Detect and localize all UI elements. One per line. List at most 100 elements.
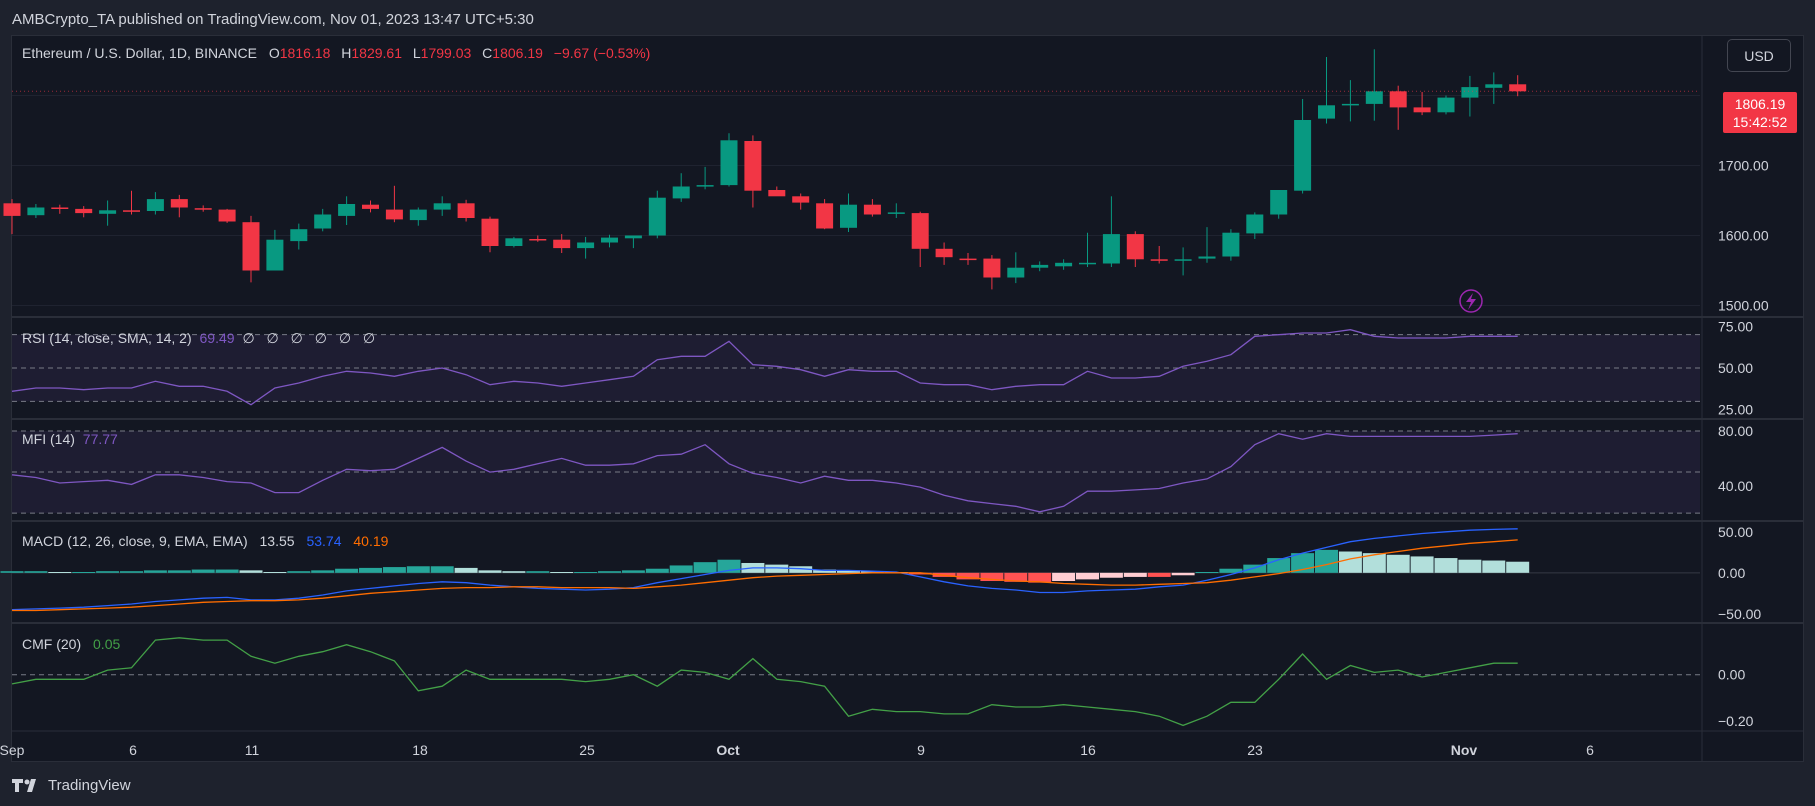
mfi-tick-label: 40.00 (1718, 478, 1753, 494)
macd-histogram-bar (1099, 572, 1123, 578)
macd-histogram-bar (1362, 553, 1386, 573)
last-price: 1806.19 (1734, 96, 1786, 112)
candle-body (624, 235, 642, 239)
candle-body (242, 222, 260, 271)
macd-histogram-bar (813, 569, 837, 573)
macd-histogram-bar (1386, 554, 1410, 573)
macd-histogram-bar (598, 571, 621, 573)
macd-hist-value: 13.55 (259, 533, 295, 549)
macd-histogram-bar (1052, 572, 1076, 582)
publisher-text: AMBCrypto_TA published on TradingView.co… (12, 11, 534, 28)
macd-histogram-bar (1004, 572, 1028, 582)
macd-histogram-bar (215, 569, 239, 573)
macd-signal-value: 40.19 (353, 533, 389, 549)
macd-histogram-bar (239, 570, 263, 573)
candle-body (1389, 91, 1407, 108)
rsi-legend: RSI (14, close, SMA, 14, 2) 69.49 ∅ ∅ ∅ … (22, 330, 379, 347)
cmf-legend: CMF (20) 0.05 (22, 636, 124, 652)
macd-histogram-bar (454, 567, 478, 573)
macd-histogram-bar (693, 562, 717, 573)
macd-histogram-bar (621, 570, 645, 573)
candle-body (1246, 214, 1264, 234)
macd-histogram-bar (1171, 572, 1195, 576)
time-tick-label: 16 (1080, 742, 1096, 758)
macd-histogram-group (0, 549, 1530, 583)
candle-body (1007, 267, 1025, 278)
macd-histogram-bar (574, 572, 598, 573)
candle-body (314, 214, 332, 229)
alert-flash-icon (1459, 289, 1483, 313)
macd-histogram-bar (908, 572, 932, 575)
alert-flash-icon-ring (1459, 289, 1483, 313)
time-tick-label: 11 (245, 742, 260, 758)
candle-body (75, 208, 93, 214)
cmf-value: 0.05 (93, 636, 121, 652)
footer: TradingView (12, 774, 131, 796)
rsi-placeholder: ∅ (362, 330, 376, 346)
candle-body (863, 204, 881, 215)
macd-histogram-bar (24, 571, 48, 573)
candle-body (1150, 259, 1168, 261)
close-value: 1806.19 (492, 45, 543, 61)
candle-body (529, 239, 547, 241)
candle-body (1318, 105, 1335, 119)
open-label: O (268, 45, 280, 61)
candle-body (194, 208, 212, 210)
header-bar: AMBCrypto_TA published on TradingView.co… (0, 0, 1815, 36)
candle-body (1031, 264, 1049, 268)
candle-body (433, 203, 451, 210)
candle-body (1174, 259, 1192, 261)
macd-histogram-bar (837, 570, 860, 573)
candle-body (362, 204, 379, 209)
candle-body (457, 203, 475, 218)
currency-button[interactable]: USD (1727, 39, 1791, 72)
mfi-legend: MFI (14) 77.77 (22, 431, 122, 447)
macd-histogram-bar (1482, 560, 1506, 573)
macd-histogram-bar (359, 567, 382, 573)
candle-body (338, 204, 356, 216)
alert-flash-icon-bolt (1466, 293, 1476, 310)
macd-line-value: 53.74 (306, 533, 342, 549)
candle-body (911, 213, 929, 249)
macd-histogram-bar (0, 571, 24, 573)
macd-histogram-bar (526, 571, 550, 573)
macd-tick-label: 50.00 (1718, 524, 1753, 540)
macd-histogram-bar (167, 570, 191, 573)
footer-brand: TradingView (48, 776, 131, 794)
candle-body (816, 203, 834, 229)
macd-histogram-bar (1219, 568, 1243, 573)
time-tick-label: 23 (1247, 742, 1263, 758)
candle-body (1365, 91, 1383, 104)
candle-body (1102, 234, 1120, 264)
macd-histogram-bar (72, 572, 96, 573)
macd-histogram-bar (263, 572, 287, 573)
macd-tick-label: −50.00 (1718, 606, 1761, 622)
macd-histogram-bar (191, 569, 215, 573)
chart-frame[interactable] (11, 35, 1804, 762)
candle-body (170, 199, 188, 208)
candle-body (1126, 234, 1144, 260)
cmf-tick-label: −0.20 (1718, 713, 1754, 729)
price-tick-label: 1600.00 (1718, 228, 1769, 244)
candles-group (3, 49, 1527, 290)
rsi-tick-label: 75.00 (1718, 318, 1753, 334)
macd-histogram-bar (120, 571, 143, 573)
high-label: H (341, 45, 352, 61)
cmf-title: CMF (20) (22, 636, 82, 652)
close-label: C (482, 45, 493, 61)
time-tick-label: Sep (0, 742, 25, 758)
macd-histogram-bar (1195, 572, 1219, 573)
macd-histogram-bar (1028, 572, 1052, 583)
macd-title: MACD (12, 26, close, 9, EMA, EMA) (22, 533, 248, 549)
low-label: L (412, 45, 421, 61)
candle-body (51, 207, 69, 209)
candle-body (290, 229, 308, 242)
candle-body (887, 212, 905, 214)
candle-body (266, 239, 284, 271)
candle-body (672, 186, 690, 199)
candle-body (744, 141, 762, 191)
cmf-tick-label: 0.00 (1718, 667, 1745, 683)
macd-histogram-bar (335, 568, 359, 573)
candle-body (1198, 256, 1216, 259)
